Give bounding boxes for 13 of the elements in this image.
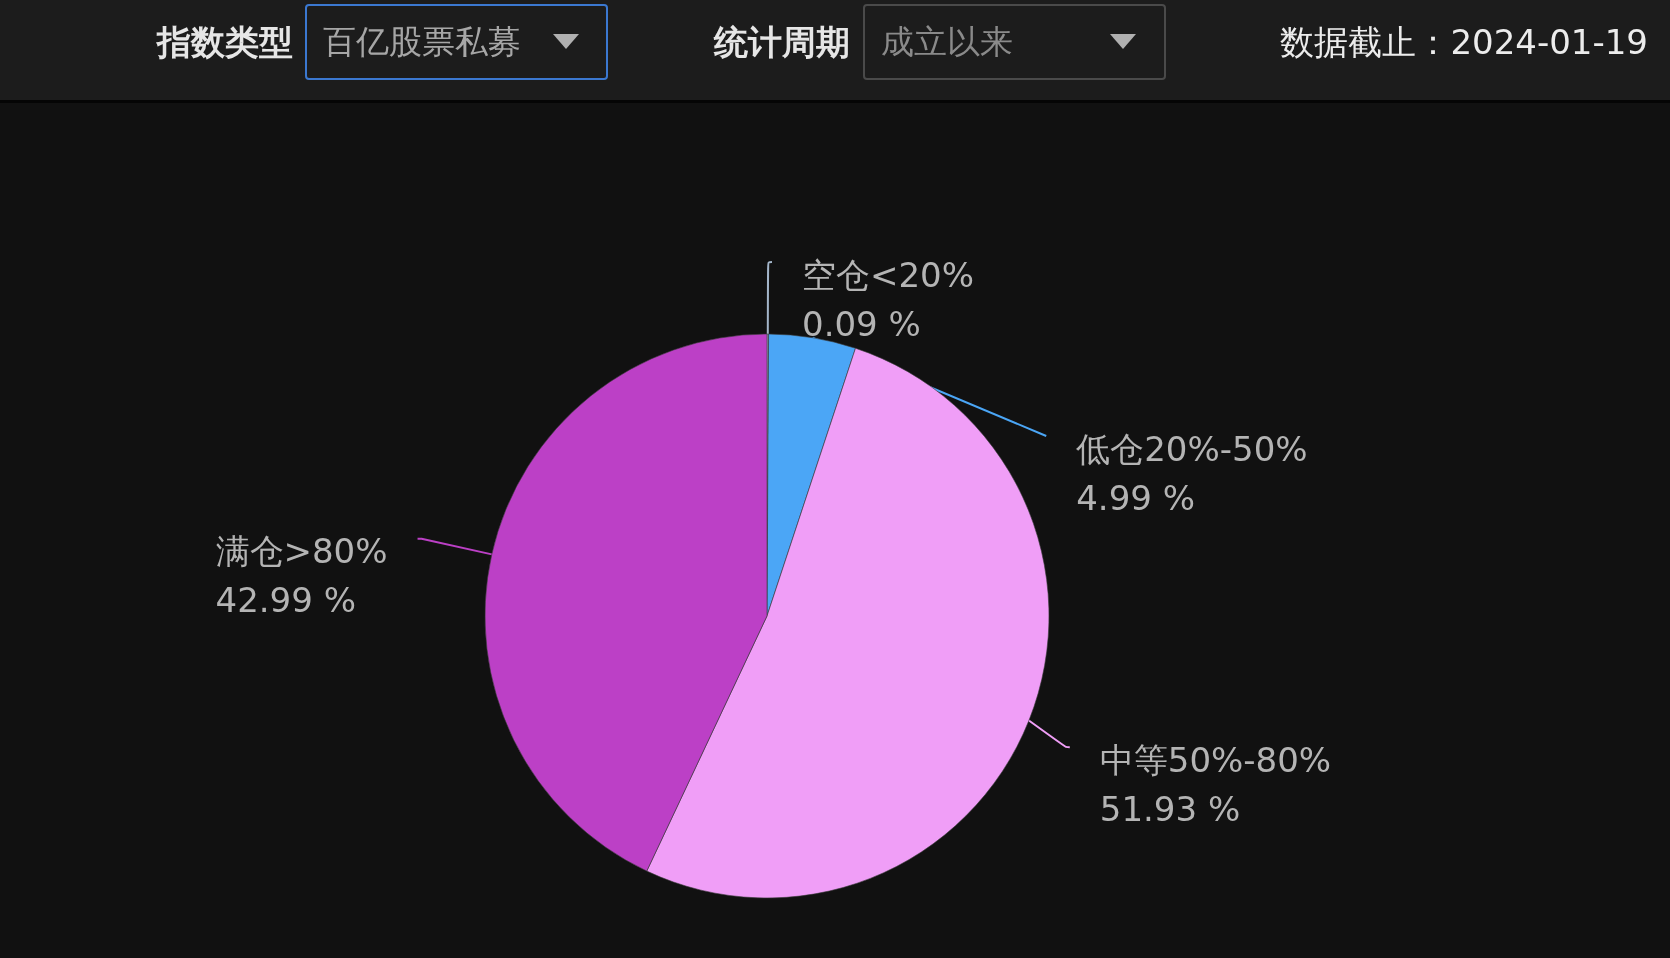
data-label: 51.93 % (1099, 788, 1241, 829)
dropdown-field: 成立以来 (863, 4, 1166, 80)
data-label: 0.09 % (802, 303, 921, 344)
slice-label: 满仓>80% (215, 531, 388, 572)
slice-label: 中等50%-80% (1099, 739, 1332, 780)
dropdown-field: 百亿股票私募 (305, 4, 608, 80)
slice-label: 低仓20%-50% (1076, 428, 1308, 469)
text: 数据截止：2024-01-19 (1280, 21, 1648, 64)
text: 指数类型 (157, 21, 293, 64)
text: 统计周期 (714, 21, 850, 64)
slice-label: 空仓<20% (802, 254, 975, 295)
data-label: 42.99 % (215, 580, 356, 621)
data-label: 4.99 % (1076, 477, 1196, 518)
